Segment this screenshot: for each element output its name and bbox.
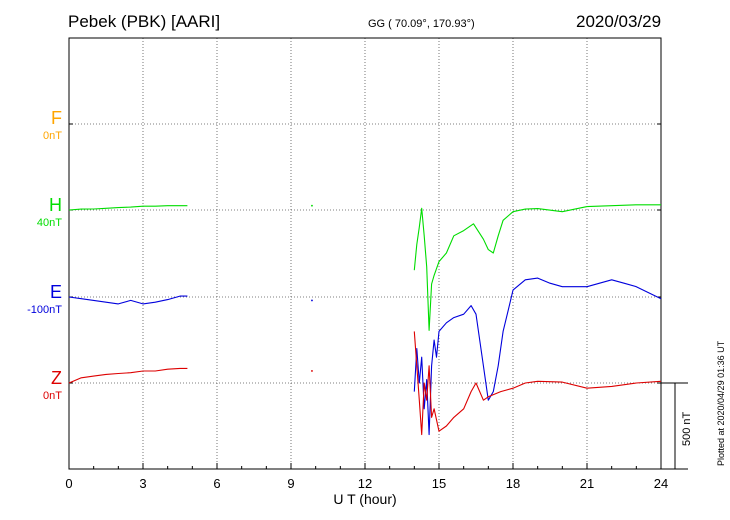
- trace-h: [68, 205, 188, 211]
- component-baseline: 0nT: [43, 390, 62, 402]
- x-tick-label: 3: [139, 476, 146, 491]
- grid-lines: [69, 38, 661, 469]
- x-tick-label: 9: [287, 476, 294, 491]
- x-tick-label: 0: [65, 476, 72, 491]
- isolated-sample-z: [311, 370, 313, 372]
- plot-date: 2020/03/29: [576, 12, 662, 31]
- x-axis-ticks: 0 3 6 9 12 15 18 21 24: [65, 123, 668, 491]
- component-baseline: 0nT: [43, 130, 62, 142]
- component-baseline: -100nT: [27, 304, 62, 316]
- component-label-f: F 0nT: [0, 108, 62, 142]
- component-baseline: 40nT: [36, 217, 62, 229]
- station-title: Pebek (PBK) [AARI]: [68, 12, 221, 31]
- trace-z: [413, 331, 662, 436]
- x-tick-label: 21: [580, 476, 594, 491]
- trace-e: [413, 277, 662, 436]
- x-tick-label: 12: [358, 476, 372, 491]
- component-label-h: H 40nT: [0, 195, 62, 229]
- isolated-sample-h: [311, 204, 313, 207]
- x-tick-label: 18: [506, 476, 520, 491]
- component-letter: F: [51, 108, 62, 128]
- component-letter: Z: [51, 368, 62, 388]
- component-label-z: Z 0nT: [0, 368, 62, 402]
- scale-bar-label: 500 nT: [681, 411, 693, 446]
- trace-e: [68, 295, 188, 305]
- trace-h: [413, 204, 661, 331]
- scale-bar: [661, 382, 688, 470]
- x-tick-label: 15: [432, 476, 446, 491]
- geographic-coordinates: GG ( 70.09°, 170.93°): [368, 18, 475, 30]
- trace-z: [68, 367, 188, 384]
- traces: [68, 204, 662, 436]
- plotted-timestamp: Plotted at 2020/04/29 01:36 UT: [716, 340, 726, 466]
- component-letter: H: [49, 195, 62, 215]
- x-tick-label: 24: [654, 476, 668, 491]
- x-tick-label: 6: [213, 476, 220, 491]
- isolated-sample-e: [311, 299, 313, 302]
- x-axis-label: U T (hour): [333, 491, 396, 507]
- component-letter: E: [49, 282, 62, 302]
- component-label-e: E -100nT: [0, 282, 62, 316]
